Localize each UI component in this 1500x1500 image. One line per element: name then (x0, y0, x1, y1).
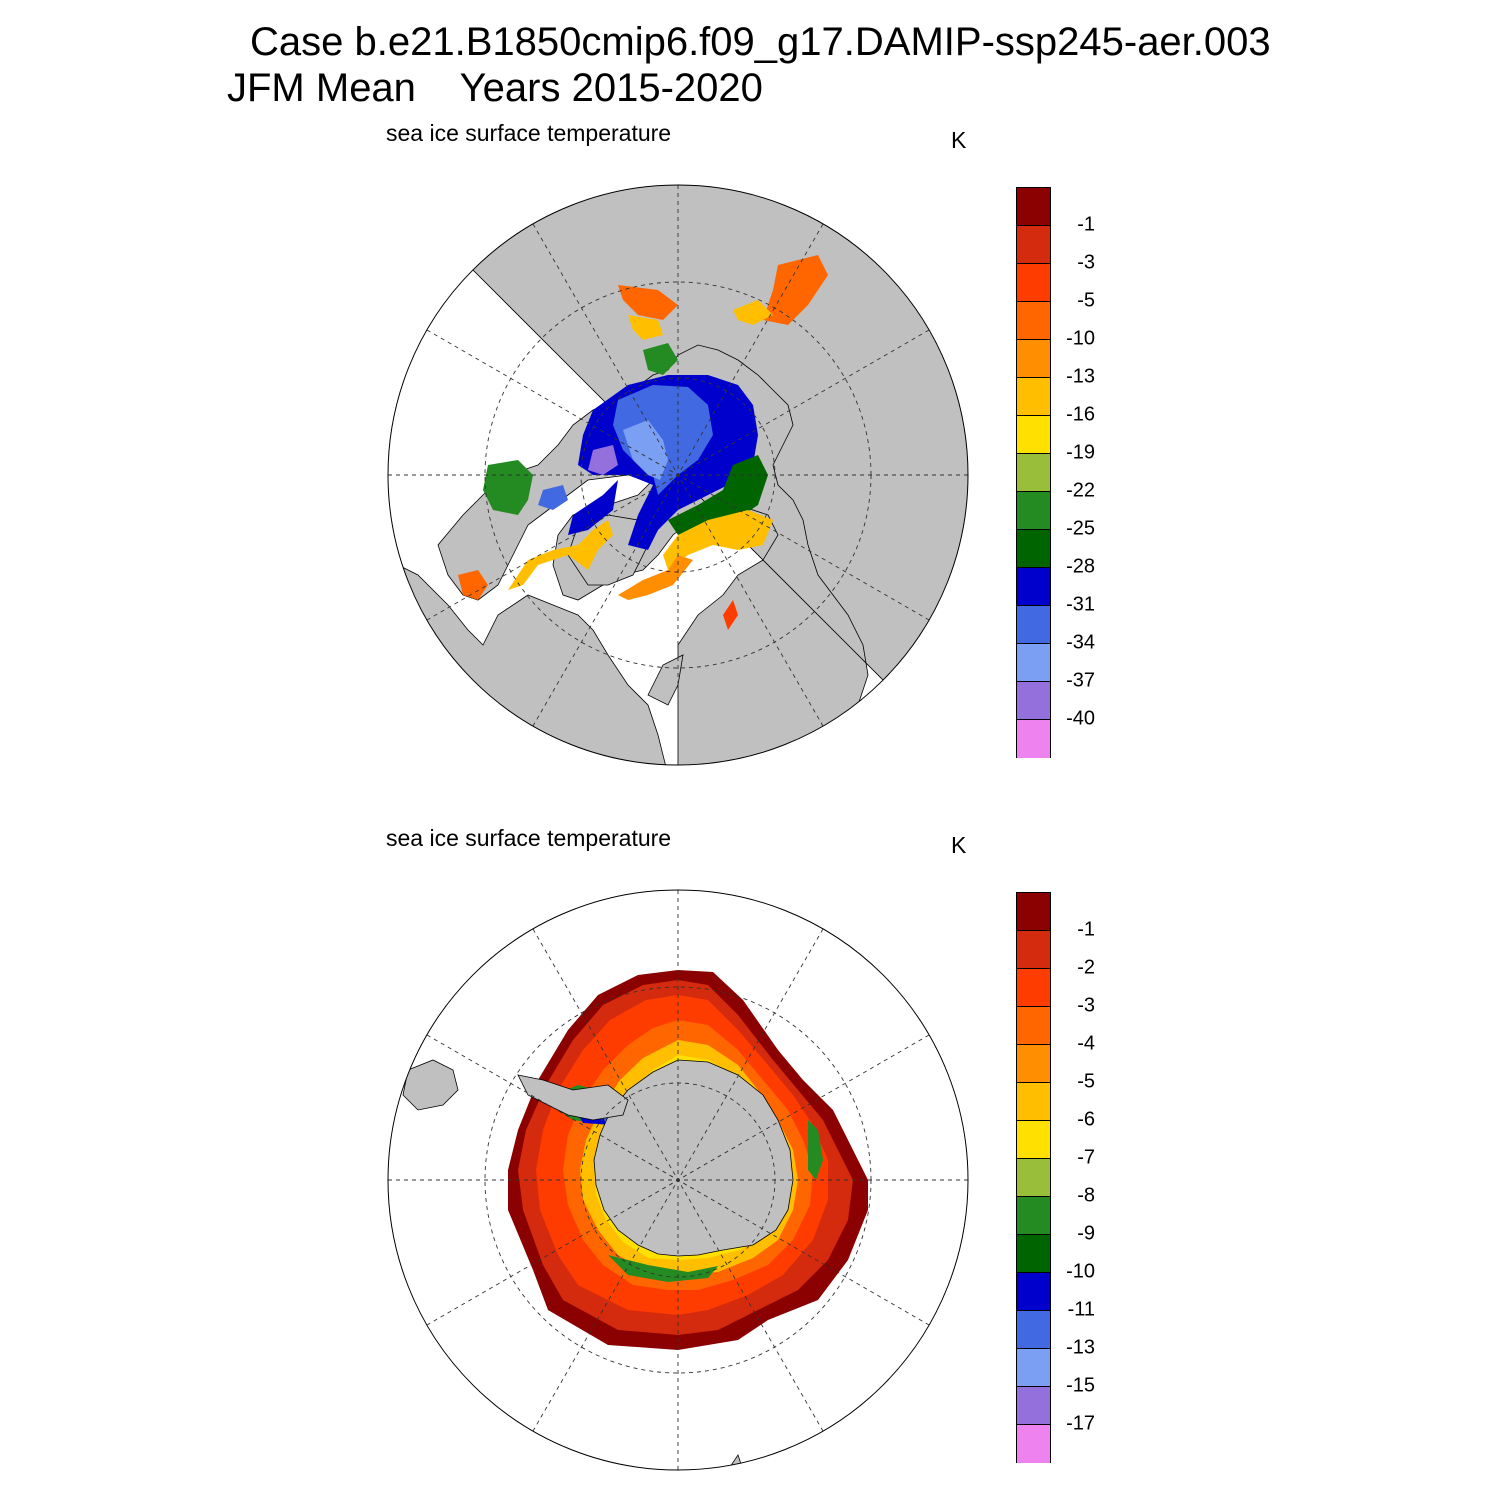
arctic-colorbar-label: -3 (1077, 251, 1095, 274)
arctic-colorbar-swatch (1017, 378, 1050, 416)
antarctic-colorbar-swatch (1017, 1349, 1050, 1387)
arctic-colorbar-label: -22 (1066, 479, 1095, 502)
arctic-colorbar-label: -19 (1066, 441, 1095, 464)
arctic-colorbar-label: -31 (1066, 593, 1095, 616)
antarctic-colorbar-swatch (1017, 1387, 1050, 1425)
antarctic-colorbar-label: -2 (1077, 956, 1095, 979)
antarctic-colorbar-label: -3 (1077, 994, 1095, 1017)
arctic-graticule (388, 185, 968, 765)
antarctic-colorbar-swatch (1017, 1121, 1050, 1159)
antarctic-colorbar-swatch (1017, 1311, 1050, 1349)
arctic-colorbar-label: -10 (1066, 327, 1095, 350)
arctic-colorbar-label: -40 (1066, 707, 1095, 730)
arctic-colorbar-label: -1 (1077, 213, 1095, 236)
antarctic-colorbar-swatch (1017, 1273, 1050, 1311)
arctic-colorbar-swatch (1017, 264, 1050, 302)
arctic-colorbar-swatch (1017, 530, 1050, 568)
antarctic-colorbar-label: -4 (1077, 1032, 1095, 1055)
antarctic-colorbar-label: -17 (1066, 1412, 1095, 1435)
arctic-colorbar-label: -16 (1066, 403, 1095, 426)
antarctic-colorbar-label: -8 (1077, 1184, 1095, 1207)
antarctic-colorbar-label: -10 (1066, 1260, 1095, 1283)
arctic-colorbar-label: -5 (1077, 289, 1095, 312)
antarctic-colorbar-label: -6 (1077, 1108, 1095, 1131)
antarctic-colorbar-label: -1 (1077, 918, 1095, 941)
antarctic-colorbar-swatch (1017, 1045, 1050, 1083)
antarctic-colorbar-swatch (1017, 1197, 1050, 1235)
arctic-colorbar-label: -25 (1066, 517, 1095, 540)
antarctic-colorbar (1016, 892, 1051, 1463)
arctic-colorbar-swatch (1017, 644, 1050, 682)
antarctic-colorbar-swatch (1017, 1235, 1050, 1273)
arctic-colorbar-label: -37 (1066, 669, 1095, 692)
arctic-sea-ice-field (458, 255, 828, 630)
arctic-units-label: K (951, 127, 967, 153)
arctic-colorbar (1016, 187, 1051, 758)
arctic-colorbar-swatch (1017, 226, 1050, 264)
antarctic-graticule (388, 890, 968, 1470)
antarctic-colorbar-label: -9 (1077, 1222, 1095, 1245)
arctic-colorbar-swatch (1017, 340, 1050, 378)
antarctic-colorbar-label: -7 (1077, 1146, 1095, 1169)
antarctic-colorbar-label: -13 (1066, 1336, 1095, 1359)
antarctic-colorbar-swatch (1017, 969, 1050, 1007)
antarctic-colorbar-swatch (1017, 1159, 1050, 1197)
antarctic-land (402, 1059, 794, 1470)
antarctic-colorbar-swatch (1017, 1425, 1050, 1463)
antarctic-colorbar-swatch (1017, 931, 1050, 969)
antarctic-units-label: K (951, 832, 967, 858)
arctic-colorbar-label: -34 (1066, 631, 1095, 654)
arctic-colorbar-swatch (1017, 682, 1050, 720)
arctic-colorbar-swatch (1017, 188, 1050, 226)
antarctic-colorbar-swatch (1017, 1083, 1050, 1121)
antarctic-colorbar-swatch (1017, 893, 1050, 931)
antarctic-colorbar-label: -15 (1066, 1374, 1095, 1397)
arctic-panel-title: sea ice surface temperature (386, 120, 672, 146)
arctic-colorbar-swatch (1017, 492, 1050, 530)
arctic-colorbar-swatch (1017, 606, 1050, 644)
figure-title-period: JFM Mean Years 2015-2020 (227, 66, 763, 110)
arctic-colorbar-swatch (1017, 454, 1050, 492)
arctic-colorbar-label: -28 (1066, 555, 1095, 578)
antarctic-polar-map (387, 889, 969, 1471)
arctic-colorbar-swatch (1017, 568, 1050, 606)
arctic-colorbar-label: -13 (1066, 365, 1095, 388)
arctic-colorbar-swatch (1017, 720, 1050, 758)
figure-title-case: Case b.e21.B1850cmip6.f09_g17.DAMIP-ssp2… (250, 20, 1271, 64)
antarctic-colorbar-swatch (1017, 1007, 1050, 1045)
arctic-colorbar-swatch (1017, 416, 1050, 454)
antarctic-colorbar-label: -5 (1077, 1070, 1095, 1093)
antarctic-colorbar-label: -11 (1067, 1298, 1095, 1321)
antarctic-panel-title: sea ice surface temperature (386, 825, 672, 851)
arctic-colorbar-swatch (1017, 302, 1050, 340)
arctic-polar-map (387, 184, 969, 766)
